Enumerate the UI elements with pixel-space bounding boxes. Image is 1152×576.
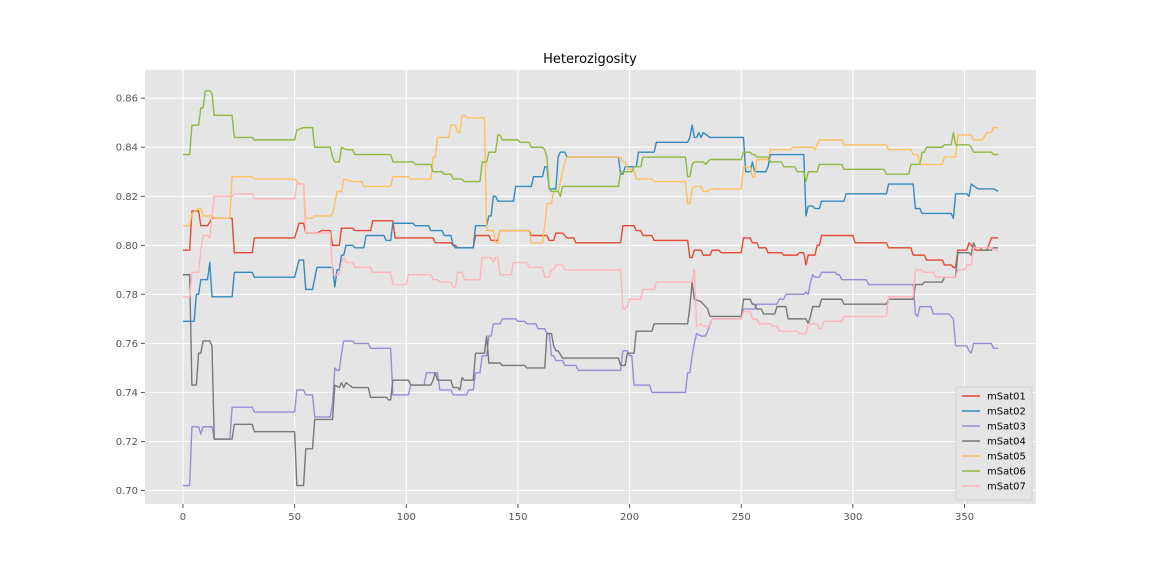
- y-tick-label: 0.84: [116, 143, 138, 154]
- y-tick-label: 0.80: [116, 241, 138, 252]
- x-tick-label: 50: [288, 512, 301, 523]
- legend-label: mSat07: [987, 482, 1026, 493]
- legend: mSat01 mSat02 mSat03 mSat04 mSat05 mSat06 mSat…: [955, 386, 1033, 501]
- y-axis: 0.70 0.72 0.74 0.76 0.78 0.80 0.82 0.84 0.86: [116, 94, 145, 497]
- series-lines: [182, 90, 999, 487]
- legend-label: mSat05: [987, 452, 1026, 463]
- y-tick-label: 0.72: [116, 437, 138, 448]
- series-line-mSat05: [182, 114, 999, 244]
- legend-label: mSat06: [987, 467, 1026, 478]
- y-tick-label: 0.74: [116, 388, 138, 399]
- x-tick-label: 200: [620, 512, 639, 523]
- series-line-mSat01: [182, 210, 999, 269]
- legend-label: mSat04: [987, 437, 1026, 448]
- legend-label: mSat03: [987, 422, 1026, 433]
- chart-title: Heterozigosity: [543, 52, 637, 67]
- series-line-mSat07: [182, 183, 999, 335]
- y-tick-label: 0.82: [116, 192, 138, 203]
- x-tick-label: 0: [180, 512, 186, 523]
- y-tick-label: 0.86: [116, 94, 138, 105]
- series-line-mSat03: [182, 271, 999, 487]
- x-tick-label: 100: [397, 512, 416, 523]
- x-axis: 0 50 100 150 200 250 300 350: [180, 504, 974, 523]
- x-tick-label: 250: [732, 512, 751, 523]
- x-tick-label: 300: [843, 512, 862, 523]
- legend-label: mSat01: [987, 392, 1026, 403]
- x-tick-label: 150: [508, 512, 527, 523]
- series-line-mSat06: [182, 90, 999, 197]
- y-tick-label: 0.78: [116, 290, 138, 301]
- series-line-mSat04: [182, 242, 999, 487]
- x-tick-label: 350: [955, 512, 974, 523]
- y-tick-label: 0.76: [116, 339, 138, 350]
- legend-label: mSat02: [987, 407, 1026, 418]
- plot-area: [145, 70, 1036, 504]
- y-tick-label: 0.70: [116, 486, 138, 497]
